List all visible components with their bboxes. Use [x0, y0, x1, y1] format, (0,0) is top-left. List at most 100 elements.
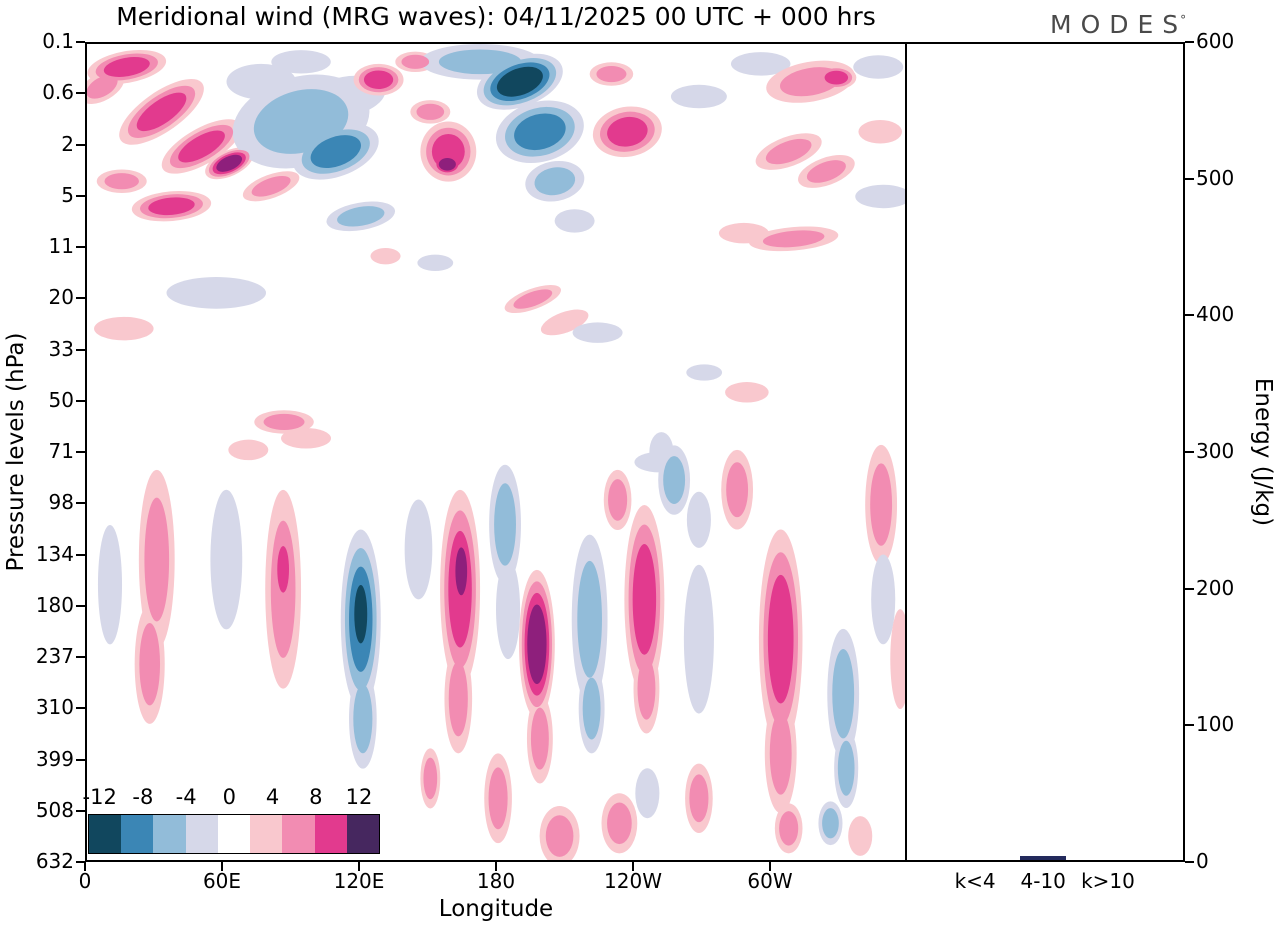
energy-tick-label: 0	[1196, 849, 1209, 873]
energy-tick	[1185, 451, 1194, 453]
longitude-tick-label: 180	[476, 869, 516, 893]
wind-anomaly-contour	[494, 483, 517, 566]
wind-anomaly-contour	[310, 135, 361, 168]
wind-anomaly-contour	[148, 197, 195, 216]
wind-anomaly-contour	[166, 277, 267, 309]
wind-anomaly-contour	[496, 66, 543, 97]
wind-anomaly-contour	[514, 113, 566, 151]
colorbar-segment	[89, 815, 122, 853]
wind-anomaly-contour	[730, 52, 791, 76]
wind-anomaly-contour	[762, 230, 825, 248]
wind-anomaly-contour	[726, 462, 749, 518]
wind-anomaly-contour	[607, 116, 648, 147]
pressure-tick	[76, 502, 85, 505]
energy-tick	[1185, 314, 1194, 317]
wind-anomaly-contour	[97, 524, 123, 645]
pressure-tick	[76, 861, 85, 863]
wind-anomaly-contour	[87, 74, 118, 99]
wind-anomaly-contour	[806, 160, 846, 183]
pressure-tick	[76, 194, 85, 197]
pressure-tick-label: 2	[61, 131, 74, 156]
wind-anomaly-contour	[455, 547, 468, 596]
pressure-tick	[76, 451, 85, 453]
modes-logo-text: MODES	[1050, 10, 1188, 39]
chart-title: Meridional wind (MRG waves): 04/11/2025 …	[116, 2, 876, 31]
colorbar-tick-label: 8	[309, 785, 323, 809]
wind-anomaly-contour	[423, 757, 438, 800]
pressure-tick-label: 50	[48, 387, 74, 412]
energy-tick-label: 100	[1196, 712, 1235, 737]
pressure-tick-label: 134	[35, 541, 74, 566]
pressure-tick-label: 180	[35, 592, 74, 617]
modes-logo-degree: °	[1180, 12, 1187, 27]
wind-anomaly-contour	[608, 479, 628, 521]
longitude-tick-label: 60E	[202, 869, 242, 893]
colorbar-tick-labels: -12 -8 -4 0 4 8 12	[83, 785, 380, 811]
longitude-tick-label: 120E	[333, 869, 385, 893]
wind-anomaly-contour	[354, 585, 368, 644]
colorbar-tick-label: -8	[132, 785, 154, 809]
wind-anomaly-contour	[853, 55, 904, 79]
longitude-tick-label: 60W	[747, 869, 793, 893]
wind-anomaly-contour	[417, 254, 454, 271]
wind-anomaly-contour	[824, 70, 849, 85]
wind-anomaly-contour	[210, 489, 243, 630]
pressure-tick	[76, 656, 85, 658]
wind-anomaly-contour	[353, 684, 373, 754]
wind-anomaly-contour	[689, 774, 709, 823]
wind-anomaly-contour	[228, 439, 269, 461]
wind-anomaly-contour	[779, 811, 799, 846]
pressure-tick-label: 33	[48, 336, 74, 361]
energy-tick-label: 200	[1196, 575, 1235, 600]
colorbar-tick-label: 0	[222, 785, 236, 809]
wind-anomaly-contour	[686, 491, 711, 548]
wind-anomaly-contour	[337, 206, 385, 227]
wind-anomaly-contour	[545, 815, 574, 857]
wind-anomaly-contour	[104, 173, 139, 190]
pressure-tick-label: 237	[35, 644, 74, 668]
colorbar-segment	[217, 815, 251, 853]
longitude-tick-label: 0	[78, 869, 92, 893]
wind-anomaly-contour	[540, 309, 589, 336]
wind-anomaly-contour	[858, 120, 903, 144]
wind-anomaly-contour	[216, 154, 243, 172]
contour-plot-area	[85, 42, 907, 862]
pressure-tick-label: 0.6	[42, 80, 74, 105]
wind-anomaly-contour	[144, 497, 170, 622]
wind-anomaly-contour	[870, 463, 893, 546]
pressure-tick	[76, 553, 85, 556]
wind-anomaly-contour	[139, 622, 161, 706]
wind-anomaly-field	[87, 44, 905, 860]
wind-anomaly-contour	[635, 768, 660, 819]
colorbar-segment	[185, 815, 218, 853]
energy-tick	[1185, 41, 1194, 43]
energy-category-label: k>10	[1081, 869, 1135, 893]
colorbar-segment	[346, 815, 379, 853]
pressure-tick-label: 11	[48, 234, 74, 258]
pressure-tick	[76, 604, 85, 607]
pressure-tick-label: 399	[35, 746, 74, 771]
pressure-tick	[76, 758, 85, 761]
wind-anomaly-contour	[103, 57, 150, 77]
energy-tick	[1185, 587, 1194, 590]
longitude-tick	[358, 862, 360, 871]
longitude-tick	[221, 862, 223, 871]
wind-anomaly-contour	[832, 649, 855, 739]
pressure-tick-label: 632	[35, 849, 74, 873]
longitude-tick-label: 120W	[604, 869, 662, 893]
pressure-tick	[76, 707, 85, 710]
wind-anomaly-contour	[527, 604, 547, 685]
pressure-tick	[76, 348, 85, 351]
wind-anomaly-contour	[725, 382, 769, 403]
pressure-tick-label: 71	[48, 439, 74, 463]
wind-anomaly-contour	[448, 661, 468, 737]
colorbar-tick-label: 4	[265, 785, 280, 809]
energy-tick	[1185, 861, 1194, 863]
longitude-axis-label: Longitude	[438, 896, 554, 922]
wind-anomaly-contour	[577, 560, 602, 678]
wind-anomaly-contour	[401, 54, 430, 69]
wind-anomaly-contour	[855, 184, 905, 209]
energy-tick	[1185, 177, 1194, 180]
wind-anomaly-contour	[513, 289, 553, 309]
